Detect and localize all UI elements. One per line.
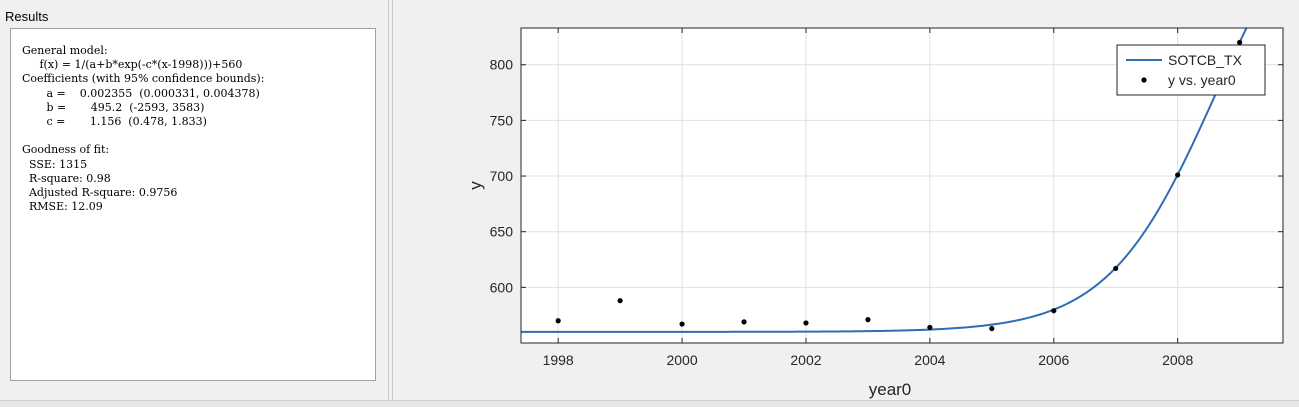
x-tick-label: 2008 bbox=[1162, 352, 1193, 368]
x-tick-label: 2006 bbox=[1038, 352, 1069, 368]
y-tick-label: 650 bbox=[490, 224, 514, 240]
data-point[interactable] bbox=[555, 318, 561, 324]
results-line: RMSE: 12.09 bbox=[22, 200, 103, 214]
bottom-divider bbox=[0, 400, 1299, 407]
y-tick-label: 750 bbox=[490, 112, 514, 128]
x-axis-label: year0 bbox=[869, 380, 912, 399]
results-line: General model: bbox=[22, 44, 108, 57]
y-tick-label: 700 bbox=[490, 168, 514, 184]
results-line: f(x) = 1/(a+b*exp(-c*(x-1998)))+560 bbox=[22, 58, 243, 72]
legend-label-fit: SOTCB_TX bbox=[1168, 52, 1243, 68]
y-tick-label: 800 bbox=[490, 57, 514, 73]
data-point[interactable] bbox=[927, 324, 933, 331]
x-tick-label: 2000 bbox=[666, 352, 697, 368]
data-point[interactable] bbox=[803, 320, 809, 326]
x-tick-label: 2004 bbox=[914, 352, 945, 368]
results-line: Goodness of fit: bbox=[22, 143, 110, 157]
fit-plot[interactable]: 1998 2000 2002 2004 2006 2008 600 650 700 750 800 y… bbox=[393, 0, 1299, 400]
data-point[interactable] bbox=[617, 298, 623, 304]
results-line: a = 0.002355 (0.000331, 0.004378) bbox=[22, 86, 260, 100]
legend-box[interactable] bbox=[1116, 44, 1266, 96]
axes-box bbox=[520, 27, 1284, 344]
results-title: Results bbox=[5, 9, 49, 24]
data-point[interactable] bbox=[1237, 39, 1243, 46]
results-text-box[interactable]: General model: f(x) = 1/(a+b*exp(-c*(x-1… bbox=[10, 28, 376, 381]
x-tick-label: 2002 bbox=[790, 352, 821, 368]
data-point[interactable] bbox=[1051, 308, 1057, 314]
y-tick-label: 600 bbox=[490, 279, 514, 295]
results-line: b = 495.2 (-2593, 3583) bbox=[22, 100, 205, 114]
results-panel: Results General model: f(x) = 1/(a+b*exp… bbox=[0, 0, 389, 400]
legend-label-points: y vs. year0 bbox=[1168, 72, 1236, 88]
results-line: SSE: 1315 bbox=[22, 157, 88, 171]
data-point[interactable] bbox=[865, 317, 871, 323]
results-text: General model: f(x) = 1/(a+b*exp(-c*(x-1… bbox=[22, 44, 264, 214]
x-tick-label: 1998 bbox=[543, 352, 574, 368]
fit-curve-sotcb-tx[interactable] bbox=[521, 0, 1283, 333]
data-point[interactable] bbox=[989, 325, 995, 332]
data-point[interactable] bbox=[741, 319, 747, 325]
data-point[interactable] bbox=[679, 321, 685, 327]
results-line: Coefficients (with 95% confidence bounds… bbox=[22, 72, 265, 86]
results-line: c = 1.156 (0.478, 1.833) bbox=[22, 115, 207, 129]
data-point[interactable] bbox=[1175, 172, 1181, 178]
y-axis-label: y bbox=[466, 181, 485, 190]
legend-point-swatch bbox=[1141, 77, 1147, 83]
data-point[interactable] bbox=[1113, 265, 1119, 272]
plot-area: 1998 2000 2002 2004 2006 2008 600 650 700 750 800 y… bbox=[392, 0, 1299, 400]
results-line: R-square: 0.98 bbox=[22, 171, 111, 185]
results-line: Adjusted R-square: 0.9756 bbox=[22, 186, 178, 200]
